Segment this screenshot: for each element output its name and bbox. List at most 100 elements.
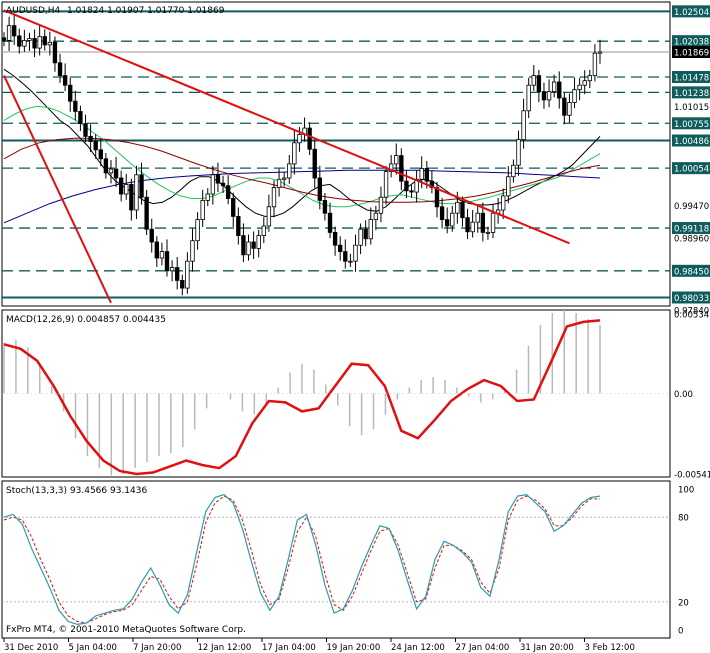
price-label-box (672, 71, 710, 84)
time-axis-label: 12 Jan 12:00 (198, 643, 252, 653)
candle-body (225, 185, 231, 199)
time-axis-label: 7 Jan 20:00 (133, 643, 181, 653)
price-axis-label: 1.01238 (674, 89, 709, 99)
price-axis-label: 0.98033 (674, 294, 709, 304)
stoch-axis-label: 20 (678, 598, 689, 608)
time-axis: 31 Dec 2010 5 Jan 04:00 7 Jan 20:00 12 Jan … (3, 638, 635, 653)
candle-body (332, 231, 338, 246)
trendline (3, 75, 112, 304)
candle-body (480, 212, 486, 233)
candle-body (292, 142, 297, 165)
candle-body (582, 80, 587, 86)
stoch-panel-frame (1, 480, 671, 639)
candle-body (103, 158, 109, 174)
candle-body (108, 168, 114, 174)
candle-body (118, 177, 124, 195)
price-axis-label: 1.02504 (674, 8, 709, 18)
stoch-axis-label: 100 (678, 486, 694, 496)
candle-body (1, 37, 7, 41)
candle-body (78, 111, 83, 125)
candle-body (52, 41, 58, 64)
candle-body (383, 171, 389, 198)
candle-body (511, 164, 516, 178)
price-axis-label: 1.00486 (674, 137, 709, 147)
price-axis-label: 0.98450 (674, 267, 709, 277)
price-axis-label: 0.99118 (674, 225, 709, 235)
candle-body (124, 183, 129, 195)
candle-body (88, 135, 93, 142)
candle-body (113, 168, 119, 179)
candle-body (266, 206, 272, 227)
time-axis-label: 17 Jan 04:00 (262, 643, 316, 653)
candle-body (164, 251, 170, 272)
candle-body (134, 174, 139, 211)
price-label-box (672, 5, 710, 18)
candle-body (546, 91, 552, 101)
copyright-footer: FxPro MT4, © 2001-2010 MetaQuotes Softwa… (6, 625, 246, 635)
candle-body (419, 167, 424, 180)
candle-body (231, 198, 236, 217)
macd-title: MACD(12,26,9) 0.004857 0.004435 (6, 315, 166, 325)
candle-body (353, 244, 358, 262)
candle-body (139, 174, 144, 198)
price-label-box (672, 264, 710, 277)
candle-body (47, 41, 53, 46)
time-axis-label: 31 Dec 2010 (4, 643, 58, 653)
macd-axis-label: 0.00 (674, 390, 693, 400)
candle-body (149, 228, 154, 243)
candle-body (210, 174, 216, 195)
candle-body (180, 279, 185, 289)
candle-body (465, 217, 470, 233)
macd-axis-label: 0.00534 (674, 310, 709, 320)
candle-body (409, 190, 414, 193)
price-label-box (672, 45, 710, 58)
trendline (3, 9, 570, 245)
candle-body (404, 180, 409, 192)
candle-body (57, 62, 63, 76)
candle-body (98, 149, 103, 160)
candle-body (27, 38, 32, 41)
candle-body (68, 84, 73, 102)
candle-body (536, 75, 542, 92)
candle-body (562, 97, 567, 116)
candle-body (129, 183, 134, 211)
candle-body (434, 187, 440, 208)
candle-body (501, 195, 506, 211)
stoch-panel: 100 80 20 0 (2, 486, 694, 637)
candle-body (592, 52, 598, 77)
candle-body (287, 163, 292, 179)
price-label-box (672, 86, 710, 99)
candle-body (373, 212, 379, 220)
candle-body (424, 167, 429, 182)
candle-body (567, 102, 572, 116)
candle-body (470, 221, 475, 233)
candle-body (144, 196, 149, 230)
candle-body (450, 212, 455, 227)
candle-body (220, 182, 226, 187)
candle-body (317, 177, 323, 201)
candle-body (297, 134, 302, 144)
candle-body (485, 231, 491, 234)
candle-body (6, 25, 12, 41)
price-axis-label: 1.01015 (674, 103, 709, 113)
candle-body (246, 241, 251, 256)
candle-body (93, 141, 98, 151)
ohlc-readout: 1.01824 1.01907 1.01770 1.01869 (67, 6, 225, 16)
price-label-box (672, 162, 710, 175)
macd-signal-line (3, 319, 601, 476)
candle-body (587, 75, 592, 82)
candle-body (455, 201, 460, 214)
price-label-box (672, 291, 710, 304)
candle-body (327, 212, 333, 233)
candle-body (521, 110, 526, 141)
candle-body (17, 35, 22, 47)
candle-body (368, 219, 373, 240)
candle-body (12, 25, 17, 37)
time-axis-label: 3 Feb 12:00 (585, 643, 635, 653)
candle-body (541, 91, 547, 101)
candle-body (32, 38, 37, 49)
candle-body (236, 215, 241, 236)
candle-body (531, 75, 536, 86)
